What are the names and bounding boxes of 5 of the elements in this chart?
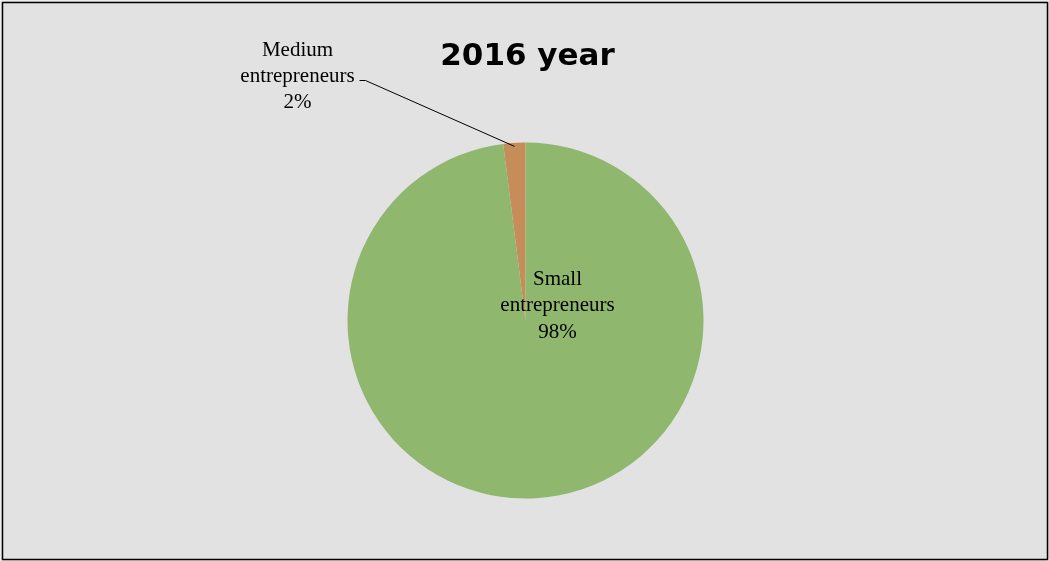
data-label: 98% — [538, 318, 577, 343]
slice-label: Small entrepreneurs — [500, 266, 615, 317]
slice-label: Medium entrepreneurs — [240, 36, 355, 87]
chart-title: 2016 year — [440, 35, 616, 72]
data-label: 2% — [283, 89, 312, 114]
